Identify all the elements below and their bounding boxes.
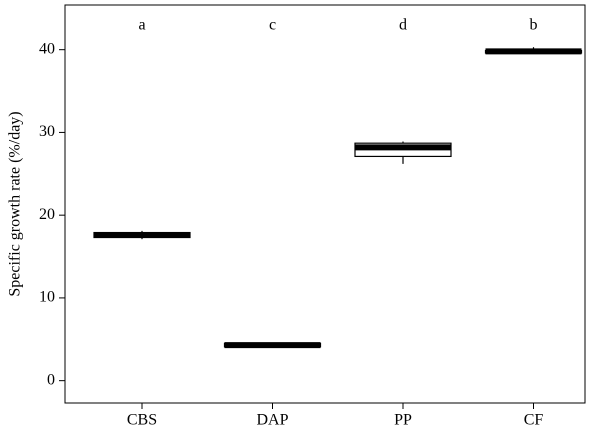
- y-tick-label: 30: [39, 123, 55, 140]
- y-tick-label: 0: [47, 371, 55, 388]
- x-tick-label: DAP: [256, 412, 288, 429]
- x-tick-label: CF: [524, 412, 544, 429]
- annotation: a: [138, 17, 145, 34]
- plot-frame: [64, 4, 586, 404]
- annotation: c: [269, 17, 276, 34]
- annotation: b: [530, 17, 538, 34]
- annotation: d: [399, 17, 407, 34]
- y-tick-label: 20: [39, 206, 55, 223]
- x-tick-label: CBS: [127, 412, 157, 429]
- y-tick-label: 10: [39, 289, 55, 306]
- x-tick-label: PP: [394, 412, 412, 429]
- y-tick-label: 40: [39, 40, 55, 57]
- y-axis-label: Specific growth rate (%/day): [7, 111, 24, 296]
